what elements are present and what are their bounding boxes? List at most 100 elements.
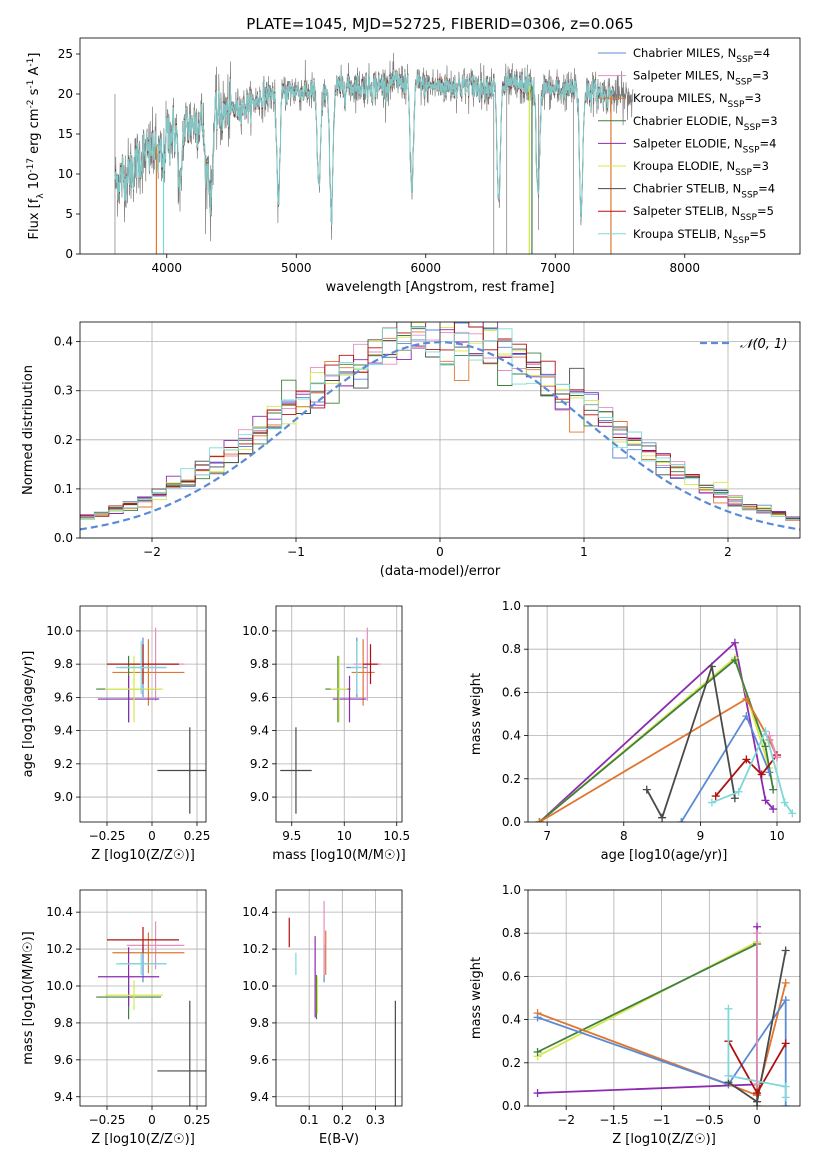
series-kr_miles [535, 694, 782, 822]
y-tick-label: 0.2 [502, 1056, 521, 1070]
errorbar-sa_stelib [107, 644, 179, 685]
series-line-sa_miles [768, 735, 778, 758]
x-tick-label: −1 [653, 1113, 671, 1127]
marker-ch_stelib [730, 794, 739, 803]
marker-ch_miles [677, 818, 686, 822]
y-tick-label: 10.0 [242, 979, 269, 993]
y-tick-label: 15 [58, 127, 73, 141]
x-tick-label: 0 [436, 545, 444, 559]
x-tick-label: 10 [337, 829, 352, 843]
x-tick-label: 0.1 [300, 1113, 319, 1127]
marker-kr_miles [742, 694, 751, 703]
legend-label-sa_elodie: Salpeter ELODIE, NSSP=4 [633, 136, 776, 155]
marker-sa_miles [773, 753, 782, 762]
y-tick-label: 1.0 [502, 599, 521, 613]
x-axis-label: Z [log10(Z/Z☉)] [612, 1132, 716, 1147]
panel-age_vs_mass: 9.5 10 10.5 9.0 9.2 9.4 9.6 9.8 10.0 mass [log10(… [242, 605, 410, 863]
marker-kr_stelib [788, 809, 797, 818]
y-axis-label: Normed distribution [21, 365, 36, 495]
legend-label-normal: 𝒩(0, 1) [740, 337, 787, 352]
histogram-ch_miles [80, 322, 800, 538]
x-tick-label: 0.3 [366, 1113, 385, 1127]
y-tick-label: 0.4 [502, 729, 521, 743]
errorbar-kr_miles [112, 639, 185, 706]
x-tick-label: 2 [724, 545, 732, 559]
x-tick-label: 9.5 [282, 829, 301, 843]
model-line-kr_stelib [114, 69, 615, 225]
marker-kr_stelib [724, 1004, 733, 1013]
y-tick-label: 0.2 [502, 772, 521, 786]
marker-ch_elodie [761, 742, 770, 751]
axes-frame [275, 605, 403, 823]
marker-ch_stelib [753, 1097, 762, 1106]
errorbar-sa_elodie [98, 675, 160, 723]
x-tick-label: 0.25 [184, 1113, 211, 1127]
y-axis-label: mass weight [469, 673, 484, 755]
y-tick-label: 1.0 [502, 883, 521, 897]
series-line-kr_stelib [711, 728, 794, 814]
x-tick-label: 8 [620, 829, 628, 843]
axes-frame [527, 889, 801, 1107]
marker-sa_elodie [533, 1089, 542, 1098]
y-tick-label: 9.8 [250, 657, 269, 671]
marker-sa_stelib [757, 770, 766, 779]
x-tick-label: −1.5 [599, 1113, 628, 1127]
marker-ch_miles [781, 996, 790, 1005]
marker-kr_stelib [734, 787, 743, 796]
observed-spectrum-line [114, 52, 634, 242]
series-ch_miles [677, 712, 774, 822]
series-line-kr_miles [539, 697, 778, 822]
legend-label-kr_stelib: Kroupa STELIB, NSSP=5 [633, 227, 766, 246]
errorbar-sa_elodie [98, 947, 160, 1007]
marker-kr_stelib [707, 798, 716, 807]
y-tick-label: 10.4 [46, 905, 73, 919]
marker-sa_stelib [781, 1039, 790, 1048]
y-tick-label: 9.6 [54, 1053, 73, 1067]
x-tick-label: −2 [557, 1113, 575, 1127]
y-tick-label: 10.2 [46, 942, 73, 956]
y-tick-label: 9.6 [54, 690, 73, 704]
y-axis-label: age [log10(age/yr)] [21, 651, 36, 778]
panel-age_vs_Z: −0.25 0 0.25 9.0 9.2 9.4 9.6 9.8 10.0 Z [log10(Z/… [21, 605, 210, 863]
panel-massweight_vs_age: 7 8 9 10 0.0 0.2 0.4 0.6 0.8 1.0 age [log10(age/yr… [469, 599, 801, 863]
panel-spectrum: 4000 5000 6000 7000 8000 0 5 10 15 20 25 wavelength… [26, 37, 801, 295]
marker-ch_stelib [707, 662, 716, 671]
errorbar-sa_stelib [107, 926, 179, 953]
series-ch_stelib [642, 662, 739, 822]
legend-label-kr_miles: Kroupa MILES, NSSP=3 [633, 91, 761, 110]
series-line-sa_stelib [715, 754, 778, 797]
y-tick-label: 9.0 [54, 790, 73, 804]
plot-area-age_vs_Z [96, 627, 206, 814]
marker-sa_elodie [730, 638, 739, 647]
marker-sa_elodie [769, 805, 778, 814]
errorbar-kr_stelib [350, 640, 364, 695]
plot-area-massweight_vs_Z [533, 922, 790, 1106]
y-tick-label: 9.6 [250, 690, 269, 704]
marker-ch_stelib [658, 813, 667, 822]
grid-mass_vs_ebv [276, 890, 402, 1106]
panel-mass_vs_Z: −0.25 0 0.25 9.4 9.6 9.8 10.0 10.2 10.4 Z [log10(… [21, 889, 211, 1147]
errorbar-kr_miles [351, 639, 375, 706]
y-tick-label: 9.0 [250, 790, 269, 804]
plot-area-age_vs_mass [280, 627, 381, 814]
axes-frame [79, 605, 207, 823]
x-tick-label: −0.25 [89, 1113, 126, 1127]
y-tick-label: 0.1 [54, 482, 73, 496]
marker-sa_miles [753, 929, 762, 938]
grid-massweight_vs_age [528, 605, 800, 823]
y-tick-label: 10.2 [242, 942, 269, 956]
y-tick-label: 5 [65, 207, 73, 221]
marker-kr_miles [781, 978, 790, 987]
marker-ch_stelib [781, 946, 790, 955]
marker-sa_stelib [711, 792, 720, 801]
errorbar-kr_miles [112, 932, 185, 974]
series-sa_elodie [533, 922, 762, 1098]
series-ch_elodie [535, 656, 778, 822]
y-tick-label: 10.0 [46, 979, 73, 993]
y-tick-label: 9.8 [54, 1016, 73, 1030]
y-tick-label: 25 [58, 47, 73, 61]
x-tick-label: −0.25 [89, 829, 126, 843]
marker-ch_elodie [533, 1048, 542, 1056]
errorbar-ch_stelib [280, 727, 312, 814]
